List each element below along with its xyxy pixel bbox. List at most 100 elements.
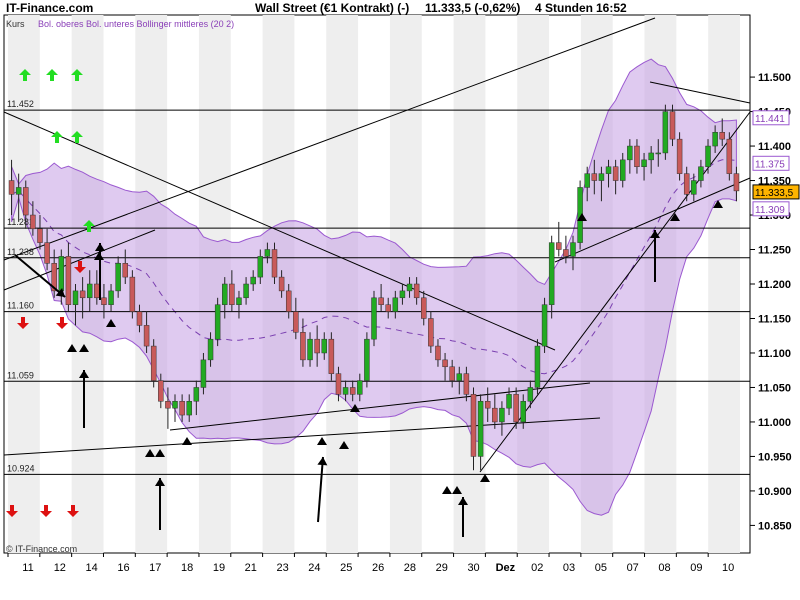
band-middle: [11, 159, 737, 375]
x-tick-label: 12: [54, 562, 66, 574]
candle-body: [86, 283, 93, 299]
candle-body: [285, 290, 292, 312]
price-box-label: 11.441: [755, 114, 785, 125]
trendline: [649, 81, 751, 104]
legend-bollinger: Bol. oberes Bol. unteres Bollinger mittl…: [38, 19, 234, 29]
price-box-label: 11.333,5: [755, 188, 794, 199]
candle-body: [719, 132, 725, 140]
x-tick-label: 14: [86, 562, 98, 574]
signal-triangle-icon: [350, 404, 360, 412]
candle-body: [222, 283, 228, 305]
candle-body: [449, 366, 455, 381]
signal-triangle-icon: [339, 441, 349, 449]
x-tick-label: 19: [213, 562, 225, 574]
candle-body: [570, 242, 576, 257]
candle-body: [115, 263, 121, 292]
candle-body: [627, 145, 633, 161]
signal-arrows: [6, 69, 723, 537]
trendline: [554, 177, 751, 263]
y-tick-label: 11.500: [758, 72, 791, 84]
candle-body: [37, 228, 43, 243]
candle-body: [136, 311, 143, 326]
x-tick-label: 02: [531, 562, 543, 574]
candle-body: [548, 242, 555, 305]
candle-body: [662, 111, 669, 154]
candle-body: [378, 297, 384, 305]
candle-body: [236, 297, 242, 305]
candle-body: [214, 304, 221, 340]
x-tick-label: 09: [690, 562, 702, 574]
candle-body: [371, 297, 377, 340]
pointer-arrow-shaft: [317, 456, 324, 523]
candle-body: [193, 387, 200, 402]
candle-body: [271, 249, 278, 278]
support-label: 11.281: [7, 217, 34, 227]
candle-body: [229, 283, 235, 305]
candle-body: [186, 401, 192, 416]
x-tick-label: Dez: [496, 562, 516, 574]
candle-body: [23, 187, 29, 216]
candle-body: [300, 332, 306, 361]
pointer-arrow-icon: [95, 243, 105, 251]
buy-signal-icon: [71, 131, 83, 143]
price-box: [752, 201, 790, 217]
signal-triangle-icon: [155, 449, 165, 457]
price-box-label: 11.309: [755, 205, 785, 216]
signal-triangle-icon: [182, 437, 192, 445]
x-tick-label: 07: [627, 562, 639, 574]
candle-body: [683, 173, 690, 195]
price-box-label: 11.375: [755, 159, 785, 170]
candle-body: [712, 132, 718, 147]
candle-body: [101, 297, 107, 305]
candle-body: [250, 276, 256, 285]
sell-signal-icon: [74, 261, 86, 273]
candle-body: [179, 401, 185, 416]
x-tick-label: 10: [722, 562, 734, 574]
candle-body: [314, 338, 320, 354]
candle-body: [726, 138, 733, 174]
candle-body: [463, 373, 470, 395]
candle-body: [698, 166, 704, 181]
signal-triangle-icon: [670, 213, 680, 221]
pointer-arrow-icon: [317, 457, 328, 466]
candle-body: [591, 173, 598, 181]
candle-body: [484, 401, 491, 409]
candle-body: [243, 283, 249, 299]
x-tick-label: 29: [436, 562, 448, 574]
candles: [8, 104, 740, 471]
candle-body: [328, 338, 335, 374]
buy-signal-icon: [71, 69, 83, 81]
signal-triangle-icon: [480, 474, 490, 482]
x-tick-label: 21: [245, 562, 257, 574]
candle-body: [385, 304, 391, 312]
candle-body: [158, 380, 164, 402]
pointer-arrow-icon: [55, 288, 65, 297]
candle-body: [556, 242, 562, 250]
x-tick-label: 05: [595, 562, 607, 574]
candle-body: [349, 387, 356, 395]
support-label: 11.238: [7, 247, 34, 257]
candle-body: [584, 173, 590, 188]
candle-body: [165, 401, 171, 409]
price-box: [752, 184, 800, 200]
candle-body: [669, 111, 676, 140]
signal-triangle-icon: [317, 437, 327, 445]
candle-body: [563, 249, 569, 257]
time: 16:52: [596, 1, 627, 15]
candle-body: [257, 256, 264, 278]
candle-body: [520, 401, 526, 423]
candle-body: [534, 345, 541, 388]
timeframe: 4 Stunden: [535, 1, 593, 15]
candle-body: [733, 173, 740, 192]
signal-triangle-icon: [452, 486, 462, 494]
candle-body: [641, 159, 647, 167]
candle-body: [51, 263, 57, 292]
support-label: 10.924: [7, 463, 35, 473]
candle-body: [470, 394, 477, 457]
x-tick-label: 30: [467, 562, 479, 574]
candle-body: [442, 359, 448, 368]
x-tick-label: 26: [372, 562, 384, 574]
signal-triangle-icon: [145, 449, 155, 457]
candle-body: [30, 214, 36, 230]
